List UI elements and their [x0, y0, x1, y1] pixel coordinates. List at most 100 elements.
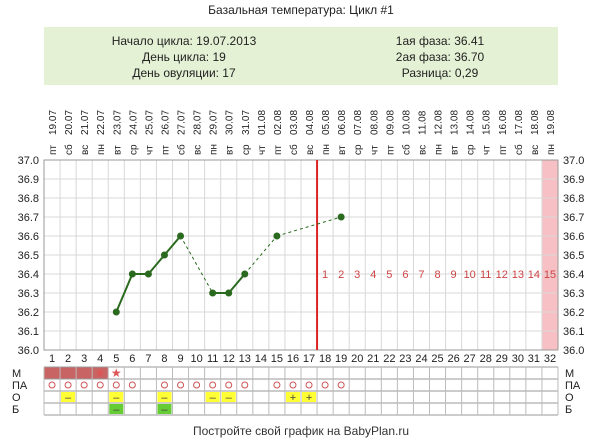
cycle-day-number: 12 [223, 353, 235, 365]
menses-cell [92, 367, 109, 379]
star-icon: ★ [111, 366, 122, 380]
date-label: 12.08 [434, 110, 445, 135]
temperature-segment [227, 273, 246, 294]
y-tick-right: 36.8 [563, 193, 584, 205]
cycle-day-number: 13 [239, 353, 251, 365]
phase-day-number: 6 [402, 269, 408, 281]
temperature-segment [180, 235, 214, 294]
date-label: 13.08 [450, 110, 461, 135]
o-cell-highlight [221, 392, 236, 402]
pa-circle-icon [321, 381, 329, 389]
pa-circle-icon [273, 381, 281, 389]
o-cell-highlight [205, 392, 220, 402]
menses-cell [44, 367, 61, 379]
o-cell-highlight [157, 392, 172, 402]
temperature-segment [276, 216, 342, 237]
cycle-day-number: 21 [367, 353, 379, 365]
weekday-label: чт [144, 145, 155, 155]
cycle-day-number: 14 [255, 353, 267, 365]
cycle-day: День цикла: 19 [142, 50, 226, 64]
o-cell-highlight [61, 392, 76, 402]
weekday-label: пн [434, 144, 445, 155]
chart-title: Базальная температура: Цикл #1 [208, 3, 394, 17]
weekday-label: пн [321, 144, 332, 155]
pa-circle-icon [241, 381, 249, 389]
o-sign: – [65, 392, 72, 404]
cycle-info-panel: Начало цикла: 19.07.2013 День цикла: 19 … [44, 27, 558, 85]
date-label: 15.08 [482, 110, 493, 135]
star-icon: ★ [95, 366, 106, 380]
marker-row-label-right: О [565, 392, 574, 404]
date-label: 14.08 [466, 110, 477, 135]
y-tick-left: 37.0 [18, 155, 39, 167]
marker-row-label-right: М [565, 368, 574, 380]
o-sign: – [113, 392, 120, 404]
temperature-point [209, 289, 217, 297]
weekday-label: чт [257, 145, 268, 155]
pa-circle-icon [305, 381, 313, 389]
weekday-label: пн [209, 144, 220, 155]
plot-border [43, 159, 559, 351]
temperature-point [160, 251, 168, 259]
temperature-segment [115, 273, 134, 313]
cycle-day-number: 6 [129, 353, 135, 365]
weekday-label: сб [513, 144, 525, 155]
weekday-label: вс [530, 145, 541, 155]
phase2-average: 2ая фаза: 36.70 [395, 50, 485, 64]
phase1-average: 1ая фаза: 36.41 [395, 34, 485, 48]
o-sign: + [290, 392, 296, 404]
marker-row-label-left: ПА [12, 380, 28, 392]
date-label: 07.08 [353, 110, 364, 135]
temperature-segment [163, 235, 182, 256]
menses-cell [76, 367, 93, 379]
weekday-label: вс [80, 145, 91, 155]
phase-difference: Разница: 0,29 [401, 66, 479, 80]
y-tick-left: 36.1 [18, 326, 39, 338]
weekday-label: вс [193, 145, 204, 155]
temperature-point [273, 232, 281, 240]
menses-cell [60, 367, 77, 379]
date-label: 08.08 [369, 110, 380, 135]
weekday-label: вт [225, 145, 236, 155]
o-sign: – [226, 392, 233, 404]
cycle-day-number: 10 [190, 353, 202, 365]
marker-row-label-right: Б [565, 404, 572, 416]
phase-day-number: 3 [354, 269, 360, 281]
pa-circle-icon [193, 381, 201, 389]
y-tick-left: 36.2 [18, 307, 39, 319]
b-cell-highlight [109, 404, 124, 414]
date-label: 31.07 [241, 110, 252, 135]
pa-circle-icon [112, 381, 120, 389]
phase-day-number: 13 [512, 269, 524, 281]
pa-circle-icon [80, 381, 88, 389]
temperature-point [112, 308, 120, 316]
date-label: 27.07 [177, 110, 188, 135]
date-label: 17.08 [514, 110, 525, 135]
weekday-label: пн [546, 144, 557, 155]
footer-link[interactable]: Постройте свой график на BabyPlan.ru [192, 424, 410, 438]
marker-row-label-right: ПА [565, 380, 581, 392]
phase-day-number: 4 [370, 269, 376, 281]
cycle-day-number: 1 [49, 353, 55, 365]
y-tick-left: 36.9 [18, 174, 39, 186]
cycle-day-number: 16 [287, 353, 299, 365]
phase-day-number: 11 [480, 269, 491, 281]
o-sign: – [210, 392, 217, 404]
phase-day-number: 15 [544, 269, 556, 281]
weekday-label: сб [176, 144, 188, 155]
weekday-label: пт [385, 145, 396, 155]
date-label: 04.08 [305, 110, 316, 135]
date-label: 05.08 [321, 110, 332, 135]
date-label: 20.07 [64, 110, 75, 135]
date-label: 30.07 [225, 110, 236, 135]
weekday-label: пн [96, 144, 107, 155]
phase-day-number: 1 [322, 269, 328, 281]
ovulation-day: День овуляции: 17 [132, 66, 236, 80]
y-tick-left: 36.4 [18, 269, 39, 281]
y-tick-right: 36.7 [563, 212, 584, 224]
y-tick-right: 36.1 [563, 326, 584, 338]
cycle-day-number: 4 [97, 353, 103, 365]
pa-circle-icon [128, 381, 136, 389]
date-label: 18.08 [530, 110, 541, 135]
temperature-point [177, 232, 185, 240]
